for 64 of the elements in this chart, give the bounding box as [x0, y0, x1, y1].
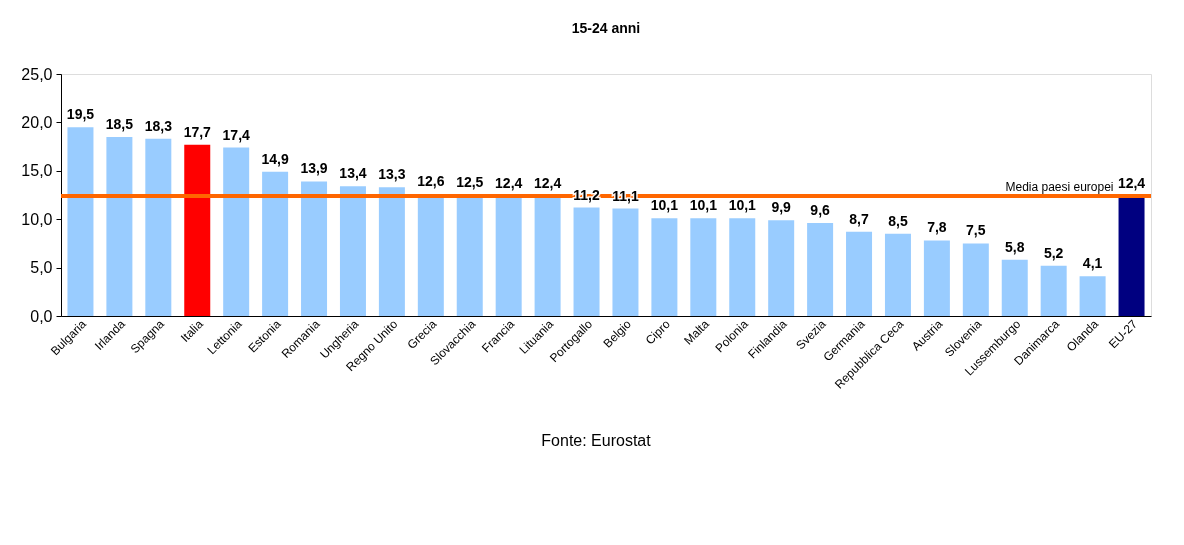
bar	[884, 233, 911, 316]
data-label: 12,4	[533, 174, 562, 191]
ref-line-label: Media paesi europei	[1005, 179, 1114, 194]
bar	[651, 218, 678, 316]
data-label: 9,9	[771, 199, 792, 216]
bar	[145, 138, 172, 316]
data-label: 12,4	[1117, 174, 1146, 191]
bar	[1001, 259, 1028, 316]
bar	[223, 147, 250, 316]
y-tick-label: 20,0	[21, 113, 53, 131]
bar	[612, 208, 639, 316]
y-tick-label: 0,0	[30, 307, 53, 325]
y-tick-label: 25,0	[21, 65, 53, 83]
data-label: 19,5	[66, 106, 95, 123]
bar	[1118, 195, 1145, 316]
y-tick-label: 15,0	[21, 162, 53, 180]
data-label: 7,5	[966, 222, 986, 239]
chart-title: 15-24 anni	[571, 20, 641, 36]
bar	[1040, 265, 1067, 316]
bar	[378, 187, 405, 316]
bar	[923, 240, 950, 316]
bar	[301, 181, 328, 316]
data-label: 5,2	[1043, 244, 1064, 261]
bar	[262, 171, 289, 316]
data-label: 14,9	[261, 150, 289, 167]
data-label: 8,7	[849, 210, 869, 227]
bar	[1079, 276, 1106, 316]
data-label: 4,1	[1082, 255, 1103, 272]
data-label: 5,8	[1005, 238, 1025, 255]
data-label: 11,2	[573, 186, 600, 203]
bar	[573, 207, 600, 316]
data-label: 12,6	[417, 173, 445, 190]
bar	[106, 136, 133, 316]
data-label: 9,6	[810, 202, 831, 219]
y-tick-label: 5,0	[30, 259, 53, 277]
data-label: 17,7	[183, 123, 212, 140]
data-label: 13,9	[300, 160, 328, 177]
bar	[846, 231, 873, 316]
data-label: 7,8	[927, 219, 947, 236]
data-label: 12,4	[495, 174, 523, 191]
data-label: 8,5	[888, 212, 908, 229]
data-label: 11,1	[612, 187, 639, 204]
bar	[690, 218, 717, 316]
bar	[768, 220, 795, 316]
data-label: 13,4	[339, 165, 367, 182]
data-label: 10,1	[728, 197, 757, 214]
bar	[962, 243, 989, 316]
bar	[729, 218, 756, 316]
data-label: 18,5	[105, 115, 134, 132]
data-label: 13,3	[378, 166, 406, 183]
bar	[184, 144, 211, 316]
bar	[339, 186, 366, 316]
bar	[67, 127, 94, 316]
bar	[495, 195, 522, 316]
data-label: 10,1	[650, 197, 679, 214]
bar	[534, 195, 561, 316]
data-label: 10,1	[689, 197, 718, 214]
bar	[807, 223, 834, 316]
data-label: 18,3	[144, 117, 173, 134]
data-label: 17,4	[222, 126, 251, 143]
data-label: 12,5	[456, 174, 484, 190]
y-tick-label: 10,0	[21, 210, 53, 228]
source-note: Fonte: Eurostat	[541, 432, 652, 449]
bar	[456, 195, 483, 316]
